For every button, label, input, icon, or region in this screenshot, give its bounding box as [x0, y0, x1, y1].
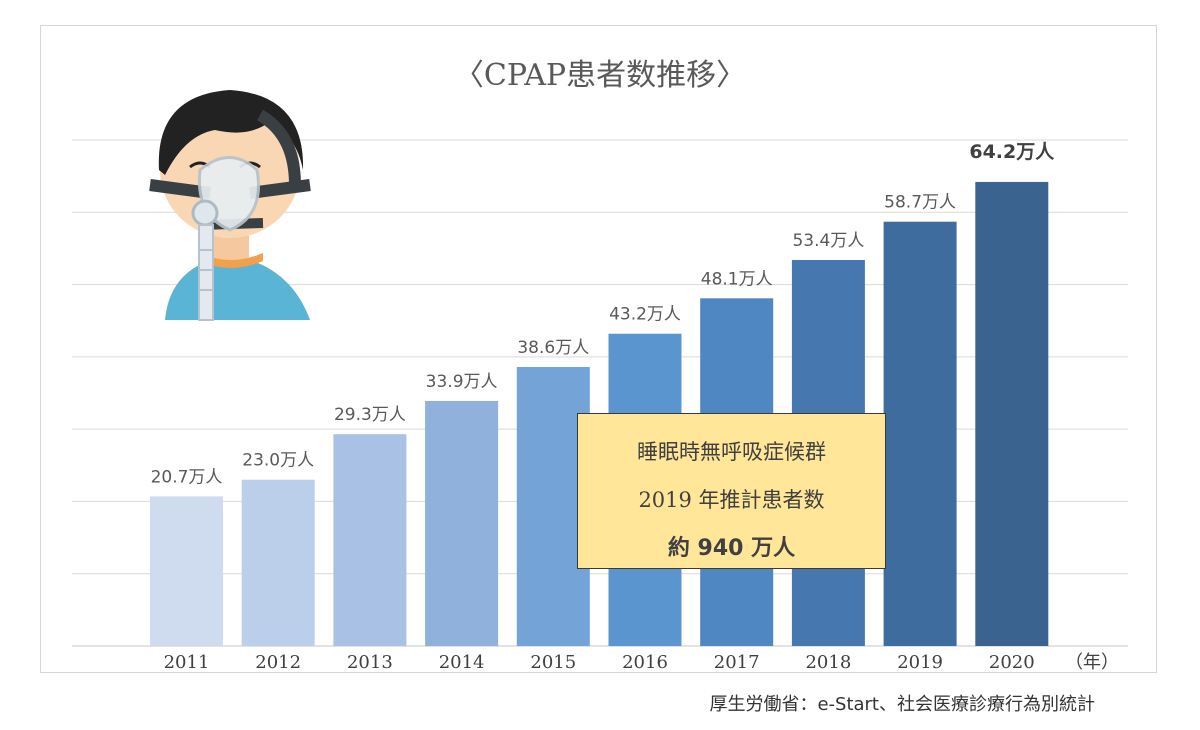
x-axis-ticks: 2011 2012 2013 2014 2015 2016 2017 2018 2019 2020	[164, 652, 1035, 673]
cpap-mask-patient-icon	[149, 90, 311, 321]
x-tick-2015: 2015	[530, 652, 576, 673]
data-label-2018: 53.4万人	[792, 231, 864, 251]
callout-value: 約 940 万人	[667, 536, 796, 561]
chart-title: 〈CPAP患者数推移〉	[453, 58, 747, 93]
data-label-2019: 58.7万人	[884, 193, 956, 213]
bar-2012	[241, 479, 315, 646]
callout-subheading: 2019 年推計患者数	[638, 488, 825, 512]
x-tick-2013: 2013	[347, 652, 393, 673]
data-labels: 20.7万人 23.0万人 29.3万人 33.9万人 38.6万人 43.2万人 48.1…	[151, 141, 1056, 487]
bar-2014	[425, 400, 499, 646]
x-tick-2012: 2012	[255, 652, 301, 673]
data-label-2017: 48.1万人	[701, 269, 773, 289]
bar-2011	[150, 496, 223, 646]
data-label-2014: 33.9万人	[426, 372, 498, 392]
data-label-2011: 20.7万人	[151, 467, 223, 487]
bar-2019	[883, 221, 957, 646]
bar-2020	[975, 181, 1049, 646]
x-tick-2016: 2016	[622, 652, 668, 673]
x-tick-2020: 2020	[989, 652, 1035, 673]
callout-heading: 睡眠時無呼吸症候群	[637, 440, 826, 464]
source-note: 厚生労働省：e-Start、社会医療診療行為別統計	[709, 694, 1095, 715]
x-tick-2011: 2011	[164, 652, 210, 673]
x-tick-2018: 2018	[805, 652, 851, 673]
x-tick-2014: 2014	[439, 652, 485, 673]
x-axis-unit-label: （年）	[1065, 652, 1119, 673]
x-tick-2019: 2019	[897, 652, 943, 673]
data-label-2013: 29.3万人	[334, 405, 406, 425]
x-tick-2017: 2017	[714, 652, 760, 673]
bar-2013	[333, 434, 407, 646]
data-label-2012: 23.0万人	[242, 451, 314, 471]
data-label-2016: 43.2万人	[609, 305, 681, 325]
data-label-2015: 38.6万人	[517, 338, 589, 358]
apnea-estimate-callout: 睡眠時無呼吸症候群 2019 年推計患者数 約 940 万人	[577, 413, 886, 569]
data-label-2020: 64.2万人	[969, 141, 1055, 163]
